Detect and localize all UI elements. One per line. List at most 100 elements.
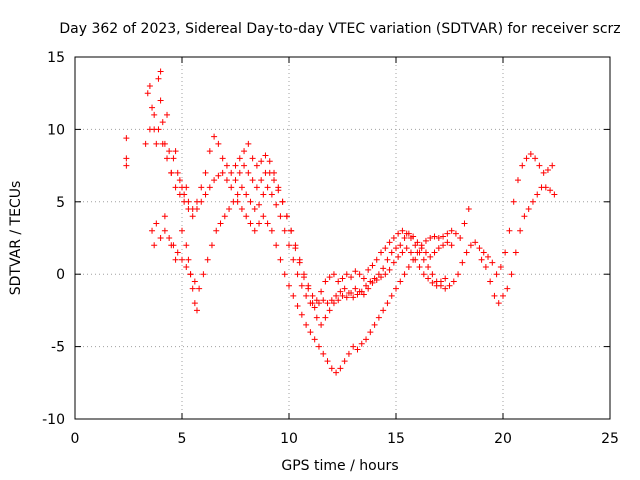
data-point xyxy=(223,177,230,184)
data-point xyxy=(264,184,271,191)
data-point xyxy=(213,227,220,234)
data-point xyxy=(384,256,391,263)
y-tick-label: -10 xyxy=(42,412,65,428)
data-point xyxy=(352,285,359,292)
data-point xyxy=(187,271,194,278)
data-point xyxy=(260,191,267,198)
data-point xyxy=(399,249,406,256)
data-point xyxy=(241,148,248,155)
data-point xyxy=(333,292,340,299)
data-point xyxy=(273,201,280,208)
data-point xyxy=(183,242,190,249)
data-point xyxy=(320,297,327,304)
data-point xyxy=(228,169,235,176)
data-point xyxy=(271,177,278,184)
data-point xyxy=(123,155,130,162)
data-point xyxy=(221,213,228,220)
data-point xyxy=(371,321,378,328)
plot-frame xyxy=(74,56,611,420)
data-point xyxy=(307,329,314,336)
data-point xyxy=(311,304,318,311)
data-point xyxy=(151,242,158,249)
y-tick-label: -5 xyxy=(51,340,65,356)
data-point xyxy=(395,253,402,260)
data-point xyxy=(414,249,421,256)
data-point xyxy=(343,294,350,301)
y-axis-label: SDTVAR / TECUs xyxy=(8,181,24,296)
data-point xyxy=(324,358,331,365)
data-point xyxy=(211,177,218,184)
data-point xyxy=(294,271,301,278)
data-point xyxy=(292,245,299,252)
data-point xyxy=(403,245,410,252)
data-point xyxy=(480,249,487,256)
data-point xyxy=(345,290,352,297)
data-point xyxy=(189,285,196,292)
data-point xyxy=(542,184,549,191)
data-point xyxy=(303,292,310,299)
data-point xyxy=(198,198,205,205)
data-point xyxy=(450,278,457,285)
data-point xyxy=(157,97,164,104)
data-point xyxy=(281,227,288,234)
data-point xyxy=(170,155,177,162)
data-point xyxy=(202,191,209,198)
data-point xyxy=(416,263,423,270)
data-point xyxy=(337,288,344,295)
data-point xyxy=(497,263,504,270)
data-point xyxy=(425,275,432,282)
data-point xyxy=(251,227,258,234)
data-point xyxy=(388,292,395,299)
data-point xyxy=(236,155,243,162)
data-point xyxy=(354,346,361,353)
x-tick-label: 25 xyxy=(601,431,619,447)
data-point xyxy=(367,329,374,336)
data-point xyxy=(328,365,335,372)
data-point xyxy=(393,245,399,252)
data-point xyxy=(534,191,541,198)
data-point xyxy=(298,282,305,289)
data-point xyxy=(435,235,442,241)
data-point xyxy=(258,158,265,165)
data-point xyxy=(236,169,243,176)
data-point xyxy=(358,288,365,295)
data-point xyxy=(401,271,408,278)
data-point xyxy=(506,227,513,234)
data-point xyxy=(260,213,267,220)
data-point xyxy=(536,162,543,169)
data-point xyxy=(363,282,370,289)
data-point xyxy=(495,300,502,307)
data-point xyxy=(262,152,269,159)
data-point xyxy=(527,151,534,158)
data-point xyxy=(181,198,188,205)
data-point xyxy=(348,274,355,281)
data-point xyxy=(176,177,183,184)
data-point xyxy=(174,169,181,176)
data-point xyxy=(341,358,348,365)
data-point xyxy=(318,288,325,295)
data-point xyxy=(245,169,252,176)
data-point xyxy=(367,278,374,285)
data-point xyxy=(153,220,160,227)
data-point xyxy=(517,227,524,234)
data-point xyxy=(268,191,275,198)
data-point xyxy=(405,230,412,237)
series-track-d xyxy=(234,198,455,376)
data-point xyxy=(219,169,226,176)
data-point xyxy=(249,155,256,162)
data-point xyxy=(191,278,198,285)
data-point xyxy=(431,249,438,256)
series-track-b xyxy=(146,111,449,328)
data-point xyxy=(305,285,312,292)
data-point xyxy=(326,307,333,314)
data-point xyxy=(521,213,528,220)
data-point xyxy=(166,148,173,155)
data-point xyxy=(467,242,474,249)
data-point xyxy=(523,155,530,162)
data-point xyxy=(168,169,175,176)
data-point xyxy=(296,259,303,266)
data-point xyxy=(228,184,235,191)
data-point xyxy=(508,271,515,278)
data-point xyxy=(277,256,284,263)
data-point xyxy=(390,235,397,241)
